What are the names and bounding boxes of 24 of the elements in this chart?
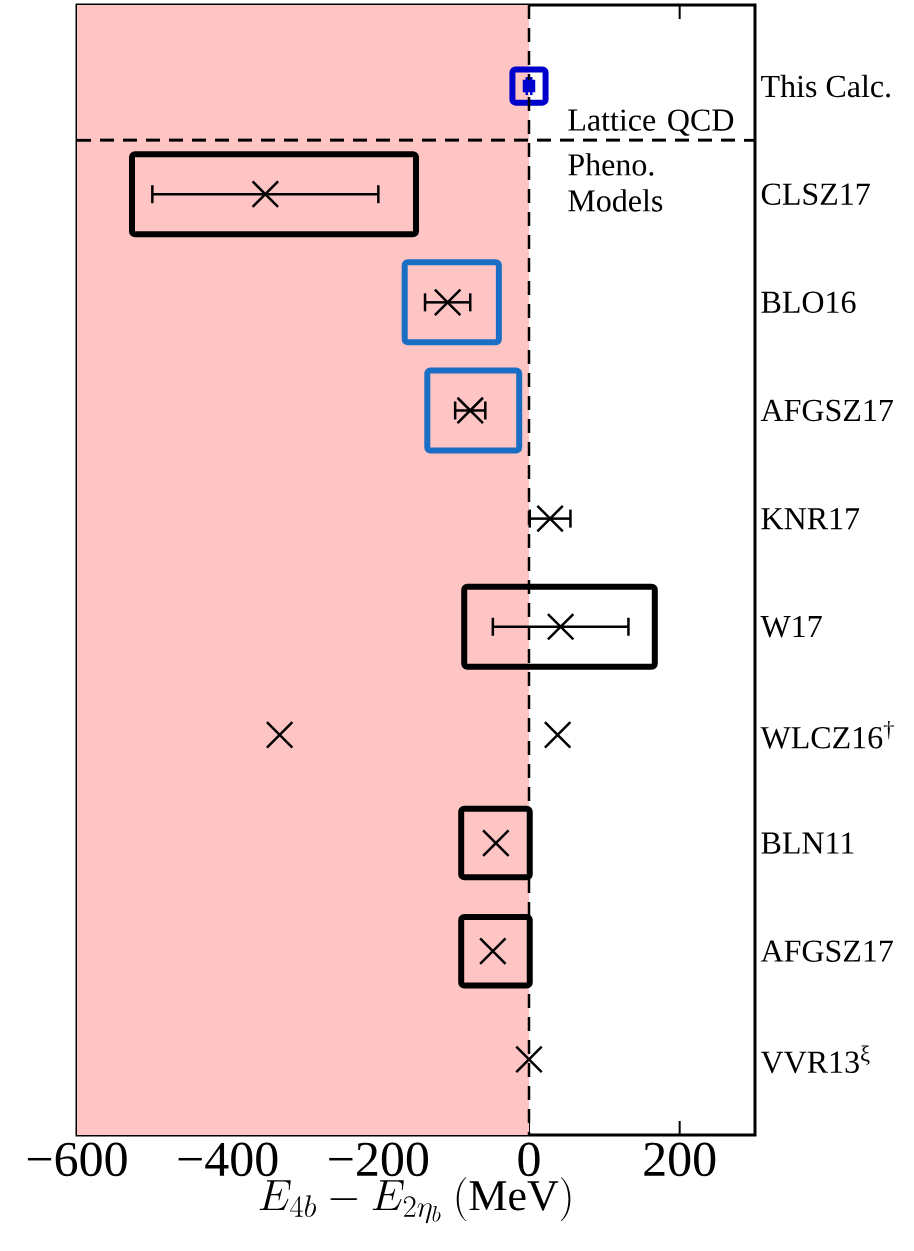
y-tick-label: BLO16 <box>761 291 856 314</box>
y-tick-label: CLSZ17 <box>761 183 870 205</box>
y-tick-label: This Calc. <box>761 74 890 98</box>
annotation: Lattice QCD <box>568 109 734 136</box>
point <box>543 720 572 749</box>
x-tick-label: −200 <box>329 1142 429 1177</box>
point <box>546 612 575 641</box>
y-tick-label: VVR13$^{ξ}$ <box>760 1045 870 1074</box>
point <box>251 180 280 209</box>
y-tick-label: KNR17 <box>761 508 860 530</box>
point <box>515 1045 543 1074</box>
point <box>265 720 294 749</box>
y-tick-label: BLN11 <box>761 832 854 854</box>
x-tick-label: 0 <box>518 1142 540 1177</box>
x-tick-label: −400 <box>178 1142 278 1177</box>
y-tick-label: WLCZ16$^{†}$ <box>760 721 894 749</box>
x-tick-label: 200 <box>644 1142 716 1177</box>
x-tick-label: −600 <box>27 1142 127 1177</box>
y-tick-label: AFGSZ17 <box>760 399 893 422</box>
y-tick-label: W17 <box>760 615 822 638</box>
x-axis-title: $E_{4b}-E_{2\eta_b}\ (\mathrm{MeV})$ <box>259 1177 571 1224</box>
point <box>536 504 565 533</box>
y-tick-label: AFGSZ17 <box>760 940 893 962</box>
annotation: Pheno. Models <box>568 153 663 212</box>
